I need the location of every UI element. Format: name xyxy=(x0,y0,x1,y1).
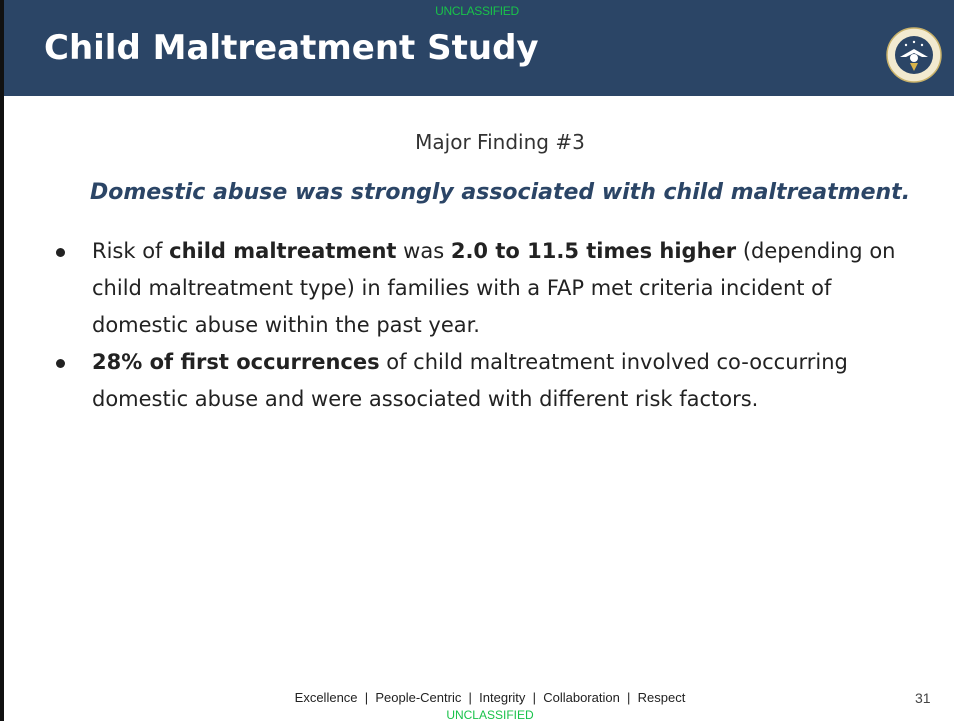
bullet: 28% of first occurrences of child maltre… xyxy=(50,344,920,418)
text: Risk of xyxy=(92,239,170,263)
left-border xyxy=(0,0,4,721)
classification-bottom: UNCLASSIFIED xyxy=(446,708,534,721)
text: of child maltreatment involved co-occurr… xyxy=(92,350,848,411)
text: (depending on child maltreatment type) i… xyxy=(92,239,896,337)
footer-values: Excellence | People-Centric | Integrity … xyxy=(294,690,686,705)
text: was xyxy=(396,239,451,263)
classification-top: UNCLASSIFIED xyxy=(435,4,519,18)
finding-label: Major Finding #3 xyxy=(415,130,585,154)
bold-text: 2.0 to 11.5 times higher xyxy=(450,239,737,263)
header-bar xyxy=(4,0,954,96)
seal-logo xyxy=(886,27,942,83)
slide-title: Child Maltreatment Study xyxy=(44,28,539,68)
bullet: Risk of child maltreatment was 2.0 to 11… xyxy=(50,233,920,344)
bold-text: 28% of first occurrences xyxy=(92,350,380,374)
headline: Domestic abuse was strongly associated w… xyxy=(89,180,911,205)
page-number: 31 xyxy=(915,690,931,706)
bullet-list: Risk of child maltreatment was 2.0 to 11… xyxy=(50,233,920,418)
bold-text: child maltreatment xyxy=(169,239,397,263)
